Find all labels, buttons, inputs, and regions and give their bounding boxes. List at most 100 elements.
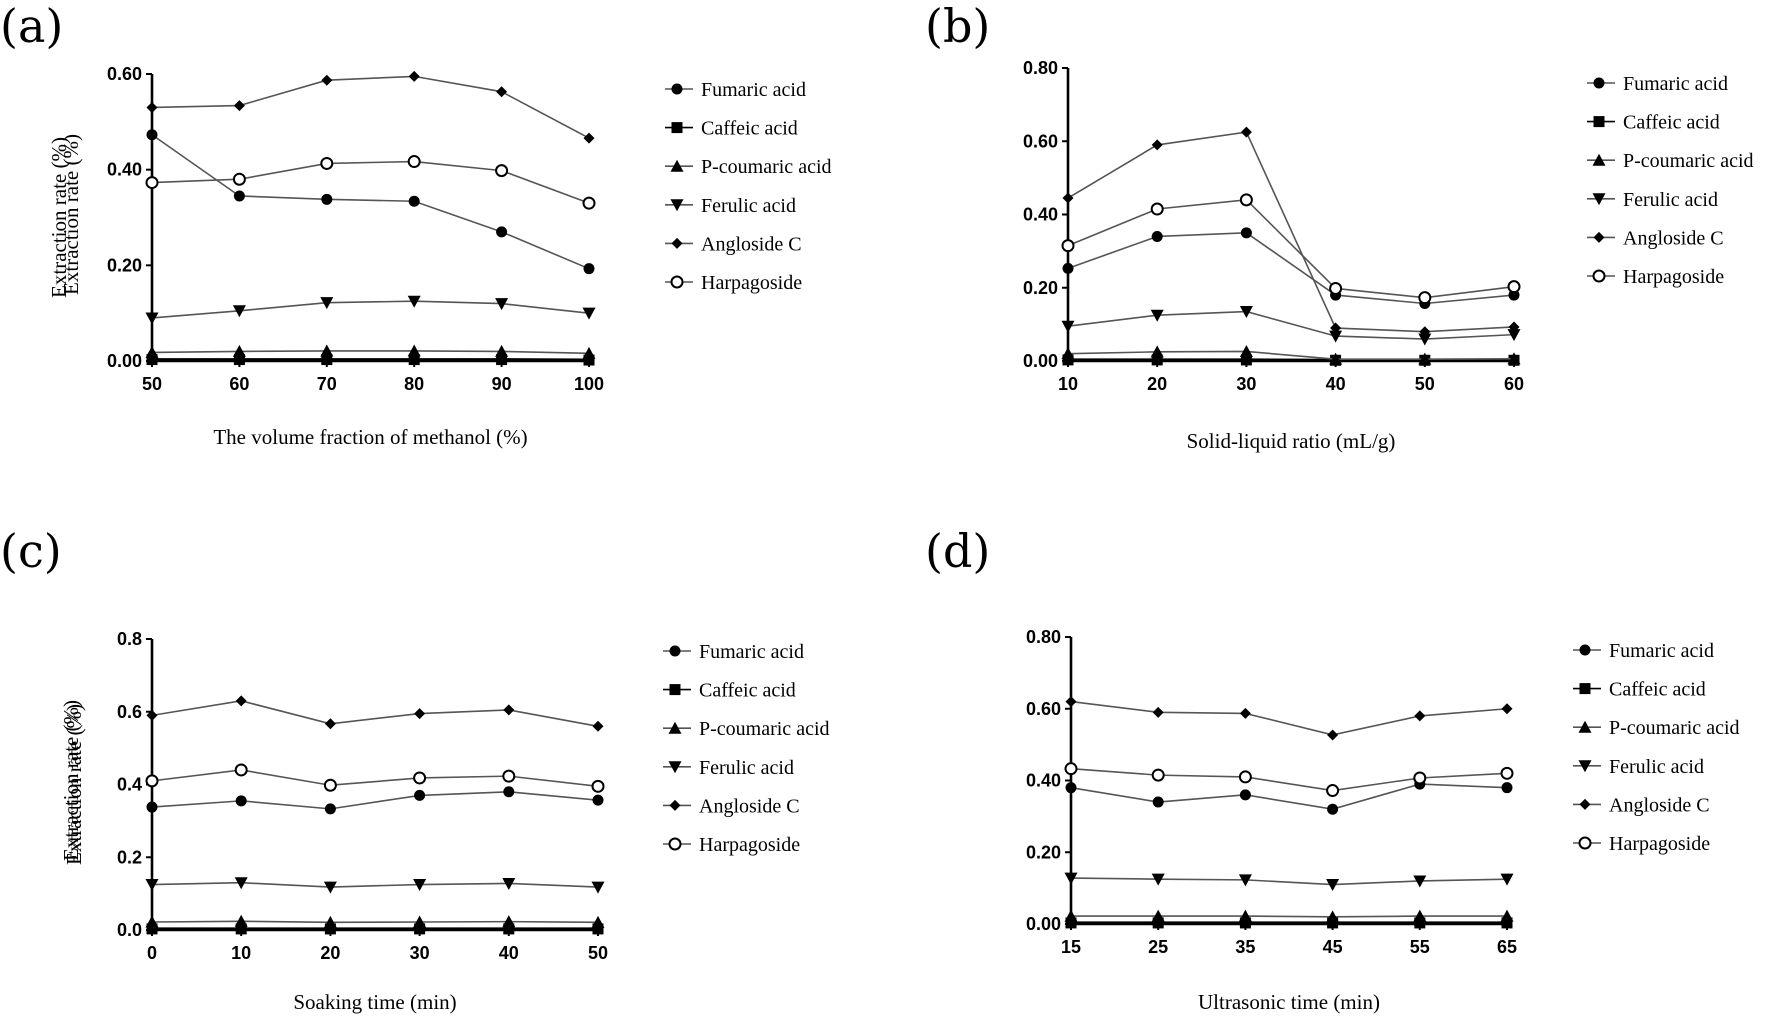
legend-label: Harpagoside (701, 272, 802, 294)
data-point (146, 101, 158, 113)
y-tick-label: 0.40 (1023, 205, 1058, 225)
data-point (145, 176, 159, 190)
data-point (413, 771, 427, 785)
data-point (324, 718, 336, 730)
chart-panel-a: (a) 0.00 0.20 0.40 0.60 50 60 70 80 90 100 The volu… (0, 0, 832, 449)
legend-item: Angloside C (663, 795, 800, 817)
data-point (1240, 227, 1252, 239)
legend-item: Harpagoside (1573, 833, 1710, 855)
data-point (503, 704, 515, 716)
legend-marker (670, 199, 684, 212)
data-point (1330, 322, 1342, 334)
data-point (145, 915, 159, 928)
data-point (413, 879, 427, 892)
legend-label: Angloside C (1623, 227, 1724, 249)
y-axis-title: Extraction rate (%) (59, 700, 83, 861)
series-caffeic-acid (146, 354, 595, 366)
legend-marker (668, 721, 682, 734)
data-point (145, 774, 159, 788)
data-point (320, 156, 334, 170)
data-point (1500, 873, 1514, 886)
y-axis-title: Extraction rate (%) (62, 704, 86, 865)
series-line (1067, 232, 1515, 305)
data-point (1151, 909, 1165, 922)
data-point (1061, 239, 1075, 253)
data-point (407, 344, 421, 357)
data-point (1061, 320, 1075, 333)
legend-item: Caffeic acid (1587, 112, 1720, 134)
y-tick-label: 0.20 (1026, 842, 1061, 862)
series-line (151, 700, 599, 728)
data-point (1326, 910, 1340, 923)
data-point (1418, 291, 1432, 305)
x-tick-label: 45 (1323, 937, 1343, 957)
legend-item: Fumaric acid (665, 79, 806, 101)
legend-marker (669, 684, 681, 696)
data-point (145, 345, 159, 358)
data-point (1239, 344, 1253, 357)
series-line (151, 769, 599, 788)
legend-label: P-coumaric acid (701, 156, 832, 178)
series-caffeic-acid (146, 923, 604, 935)
data-point (1152, 917, 1164, 929)
series-line (1067, 350, 1515, 360)
series-fumaric-acid (146, 786, 604, 815)
data-point (1326, 879, 1340, 892)
series-ferulic-acid (1061, 306, 1521, 346)
legend-marker (1579, 798, 1591, 810)
legend-label: Angloside C (1609, 794, 1710, 816)
legend-item: Harpagoside (1587, 266, 1724, 288)
legend-item: P-coumaric acid (1573, 717, 1740, 739)
series-fumaric-acid (1062, 227, 1520, 309)
data-point (583, 132, 595, 144)
legend-label: Caffeic acid (699, 680, 796, 702)
data-point (408, 70, 420, 82)
series-angloside-c (1065, 696, 1513, 741)
data-point (321, 354, 333, 366)
data-point (496, 86, 508, 98)
legend-item: Angloside C (1573, 794, 1710, 816)
y-tick-label: 0.20 (1023, 278, 1058, 298)
data-point (1064, 762, 1078, 776)
x-tick-label: 100 (574, 374, 604, 394)
data-point (592, 794, 604, 806)
data-point (502, 769, 516, 783)
legend-item: Caffeic acid (663, 680, 796, 702)
data-point (234, 877, 248, 890)
data-point (1151, 139, 1163, 151)
y-tick-label: 0.2 (117, 847, 142, 867)
series-caffeic-acid (1065, 917, 1513, 929)
data-point (1151, 768, 1165, 782)
data-point (1501, 917, 1513, 929)
data-point (1329, 330, 1343, 343)
series-angloside-c (146, 695, 604, 732)
data-point (1239, 789, 1251, 801)
x-tick-label: 30 (1236, 374, 1256, 394)
y-tick-label: 0.00 (1026, 914, 1061, 934)
data-point (1151, 873, 1165, 886)
data-point (1150, 202, 1164, 216)
series-line (1070, 783, 1508, 811)
data-point (1238, 909, 1252, 922)
data-point (1329, 281, 1343, 295)
data-point (502, 877, 516, 890)
data-point (1418, 333, 1432, 346)
series-p-coumaric-acid (145, 914, 605, 928)
x-tick-label: 50 (142, 374, 162, 394)
series-line (1070, 877, 1508, 886)
y-tick-label: 0.20 (107, 255, 142, 275)
data-point (1507, 280, 1521, 294)
legend-marker (1592, 153, 1606, 166)
data-point (146, 709, 158, 721)
x-tick-label: 40 (499, 943, 519, 963)
data-point (323, 881, 337, 894)
data-point (592, 923, 604, 935)
legend-label: Harpagoside (1623, 266, 1724, 288)
data-point (1239, 306, 1253, 319)
series-line (1071, 915, 1507, 918)
data-point (1238, 770, 1252, 784)
data-point (233, 354, 245, 366)
data-point (145, 879, 159, 892)
panel-label: (d) (925, 524, 990, 578)
legend-marker (670, 159, 684, 172)
